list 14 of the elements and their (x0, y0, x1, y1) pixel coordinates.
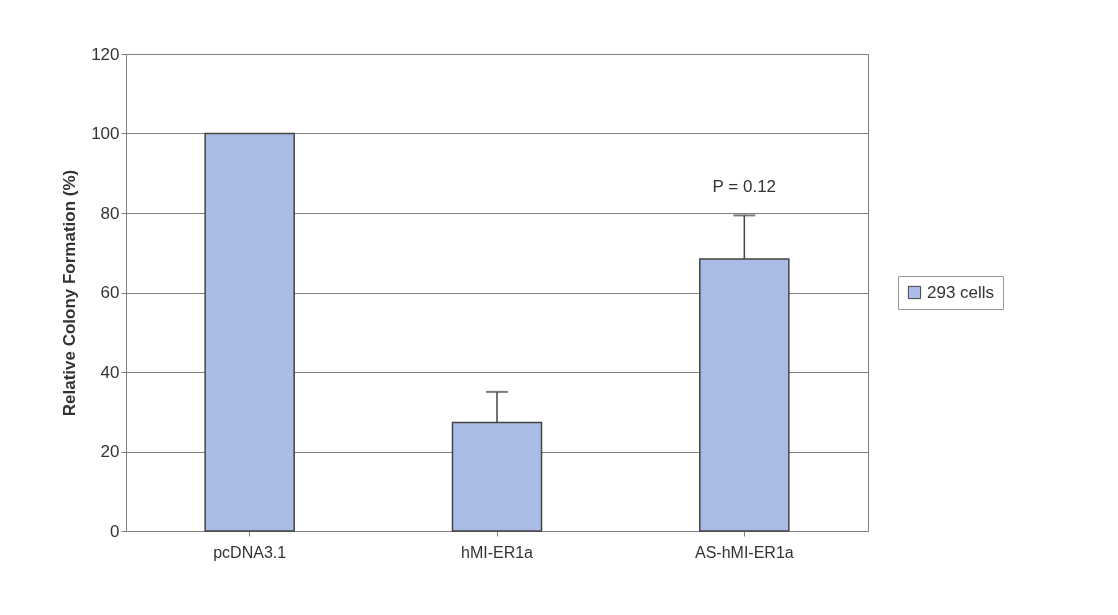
y-tick-label: 80 (100, 203, 120, 223)
x-tick-label: AS-hMI-ER1a (694, 543, 794, 561)
x-tick-label: pcDNA3.1 (213, 543, 287, 561)
legend-label: 293 cells (927, 282, 995, 302)
y-axis-title: Relative Colony Formation (%) (60, 169, 80, 417)
y-tick-label: 40 (100, 362, 120, 382)
y-tick-label: 100 (91, 124, 120, 143)
bar (204, 132, 295, 532)
y-tick-label: 20 (100, 442, 120, 461)
annotation: P = 0.12 (712, 177, 777, 197)
y-tick-label: 60 (100, 283, 120, 302)
y-tick-label: 120 (91, 44, 120, 64)
y-tick-label: 0 (110, 521, 120, 541)
x-tick-label: hMI-ER1a (460, 543, 534, 561)
